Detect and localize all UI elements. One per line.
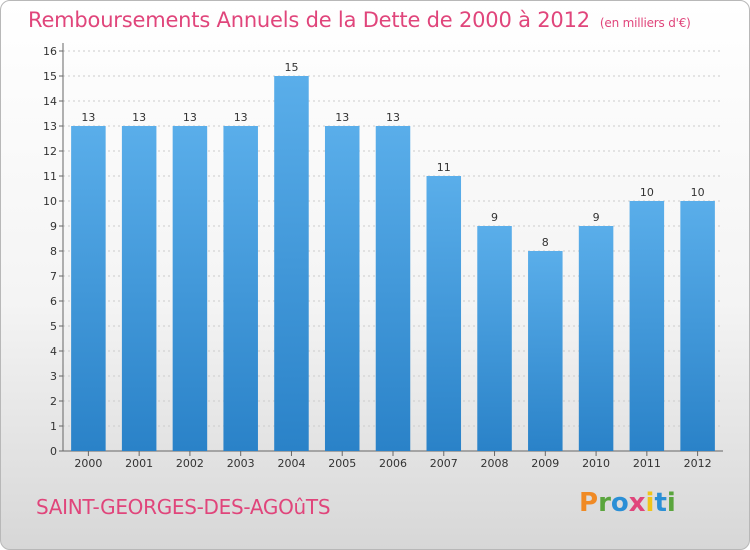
y-tick-label: 9 xyxy=(50,220,57,233)
data-label: 13 xyxy=(234,111,248,124)
x-tick-label: 2011 xyxy=(633,457,661,470)
y-tick-label: 11 xyxy=(43,170,57,183)
y-tick-label: 16 xyxy=(43,45,57,58)
chart-title: Remboursements Annuels de la Dette de 20… xyxy=(28,8,691,32)
x-tick-label: 2000 xyxy=(74,457,102,470)
y-tick-label: 8 xyxy=(50,245,57,258)
y-tick-label: 10 xyxy=(43,195,57,208)
logo-letter: P xyxy=(579,488,599,518)
y-tick-label: 1 xyxy=(50,420,57,433)
x-tick-label: 2002 xyxy=(176,457,204,470)
data-label: 13 xyxy=(335,111,349,124)
logo-letter: i xyxy=(666,488,676,518)
bar xyxy=(528,251,563,451)
y-tick-label: 15 xyxy=(43,70,57,83)
x-tick-label: 2008 xyxy=(481,457,509,470)
x-tick-label: 2006 xyxy=(379,457,407,470)
chart-subtitle: (en milliers d'€) xyxy=(599,16,691,30)
y-tick-label: 13 xyxy=(43,120,57,133)
logo-letter: x xyxy=(628,488,646,518)
bar xyxy=(71,126,106,451)
y-tick-label: 12 xyxy=(43,145,57,158)
y-tick-label: 6 xyxy=(50,295,57,308)
data-label: 13 xyxy=(81,111,95,124)
y-tick-label: 4 xyxy=(50,345,57,358)
logo-letter: t xyxy=(654,488,667,518)
x-tick-label: 2012 xyxy=(684,457,712,470)
x-tick-label: 2010 xyxy=(582,457,610,470)
data-label: 13 xyxy=(183,111,197,124)
y-tick-label: 7 xyxy=(50,270,57,283)
x-tick-labels: 2000 2001 2002 2003 2004 2005 2006 2007 2008 2009… xyxy=(74,457,711,470)
data-label: 9 xyxy=(593,211,600,224)
bar xyxy=(477,226,512,451)
y-tick-label: 0 xyxy=(50,445,57,458)
x-tick-label: 2004 xyxy=(277,457,305,470)
bar xyxy=(578,226,614,451)
data-label: 8 xyxy=(542,236,549,249)
bars xyxy=(71,76,715,451)
data-label: 9 xyxy=(491,211,498,224)
bar xyxy=(426,176,462,451)
bar xyxy=(172,126,208,451)
logo-letter: r xyxy=(598,488,611,518)
bar xyxy=(629,201,665,451)
y-tick-label: 2 xyxy=(50,395,57,408)
bar xyxy=(274,76,309,451)
logo-letter: o xyxy=(610,488,629,518)
bar xyxy=(121,126,157,451)
y-tick-label: 14 xyxy=(43,95,57,108)
data-label: 10 xyxy=(640,186,654,199)
x-tick-label: 2009 xyxy=(531,457,559,470)
proxiti-logo: Proxiti xyxy=(579,488,676,518)
bar xyxy=(375,126,411,451)
place-name: SAINT-GEORGES-DES-AGOûTS xyxy=(36,495,331,519)
logo-letter: i xyxy=(645,488,655,518)
bar xyxy=(223,126,258,451)
data-label: 13 xyxy=(132,111,146,124)
y-tick-label: 3 xyxy=(50,370,57,383)
data-label: 11 xyxy=(437,161,451,174)
data-labels: 13 13 13 13 15 13 13 11 9 8 9 10 10 xyxy=(81,61,704,249)
y-tick-label: 5 xyxy=(50,320,57,333)
data-label: 13 xyxy=(386,111,400,124)
bar xyxy=(324,126,360,451)
chart-title-text: Remboursements Annuels de la Dette de 20… xyxy=(28,8,590,32)
data-label: 10 xyxy=(691,186,705,199)
x-tick-label: 2007 xyxy=(430,457,458,470)
x-tick-label: 2001 xyxy=(125,457,153,470)
bar xyxy=(680,201,715,451)
x-tick-label: 2005 xyxy=(328,457,356,470)
x-tick-label: 2003 xyxy=(227,457,255,470)
data-label: 15 xyxy=(284,61,298,74)
